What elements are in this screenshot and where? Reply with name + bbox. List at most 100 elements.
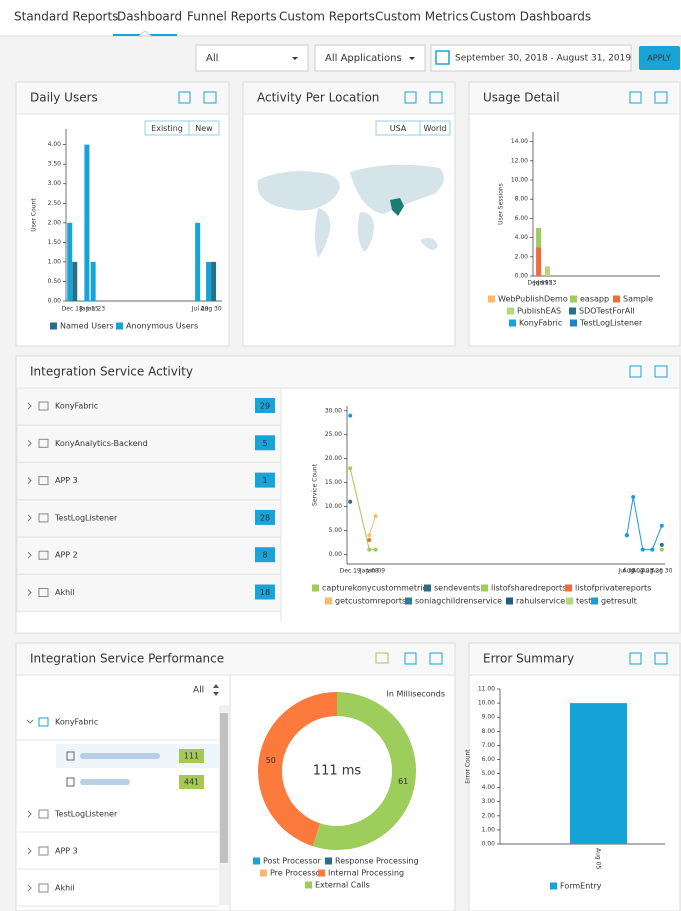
x-tick-label: Jan 23 xyxy=(85,306,105,313)
legend-swatch xyxy=(569,307,576,315)
folder-icon xyxy=(38,846,49,856)
toggle-button[interactable] xyxy=(419,120,451,136)
tree-node-name[interactable]: Akhil xyxy=(55,884,75,893)
chevron xyxy=(27,810,32,818)
y-tick-label: 1.00 xyxy=(482,826,496,833)
y-tick-label: 10.00 xyxy=(325,503,342,510)
legend-swatch xyxy=(507,307,514,315)
settings-icon[interactable] xyxy=(404,652,417,665)
legend-swatch xyxy=(509,319,516,327)
legend-swatch xyxy=(405,597,412,605)
chevron xyxy=(27,514,32,522)
settings-icon[interactable] xyxy=(629,365,642,378)
bar xyxy=(195,222,201,301)
y-tick-label: 1.50 xyxy=(48,239,62,246)
y-tick-label: 5.00 xyxy=(482,770,496,777)
service-count: 28 xyxy=(260,513,270,522)
chevron xyxy=(27,884,32,892)
apply-label[interactable]: APPLY xyxy=(647,54,671,63)
expand-icon[interactable] xyxy=(654,652,668,665)
nav-tab[interactable]: Standard Reports xyxy=(14,10,118,24)
toggle-label[interactable]: World xyxy=(424,124,447,133)
expand-icon[interactable] xyxy=(429,652,443,665)
panel-header xyxy=(16,356,680,388)
service-count: 5 xyxy=(262,439,267,448)
nav-tab[interactable]: Custom Metrics xyxy=(375,10,468,24)
service-row[interactable] xyxy=(16,574,282,612)
x-tick-label: Aug 02 xyxy=(623,568,644,575)
y-tick-label: 20.00 xyxy=(325,455,342,462)
legend-label: Internal Processing xyxy=(328,869,404,878)
expand-icon[interactable] xyxy=(203,91,217,104)
series-line xyxy=(349,468,370,550)
legend-label: capturekonycustommetrics xyxy=(322,584,431,593)
bar-segment xyxy=(536,228,542,248)
x-tick-label: Jan 15 xyxy=(533,280,553,287)
settings-icon[interactable] xyxy=(629,652,642,665)
y-tick-label: 1.00 xyxy=(48,258,62,265)
child-count: 441 xyxy=(184,778,199,787)
service-row[interactable] xyxy=(16,499,282,538)
nav-tab[interactable]: Custom Dashboards xyxy=(470,10,591,24)
folder-icon xyxy=(38,476,49,486)
applications-dropdown[interactable] xyxy=(314,44,426,72)
filter-icon[interactable] xyxy=(375,652,389,664)
nav-tab[interactable]: Dashboard xyxy=(117,10,182,24)
expand-icon[interactable] xyxy=(654,365,668,378)
nav-tab[interactable]: Custom Reports xyxy=(279,10,375,24)
legend-label: SDOTestForAll xyxy=(579,307,635,316)
platform-dropdown[interactable] xyxy=(195,44,309,72)
settings-icon[interactable] xyxy=(404,91,417,104)
caret xyxy=(292,57,298,60)
data-point xyxy=(659,523,664,528)
tree-node-name[interactable]: TestLogListener xyxy=(54,810,118,819)
panel-header xyxy=(243,82,455,114)
data-point xyxy=(367,547,372,552)
service-row[interactable] xyxy=(16,462,282,501)
settings-icon[interactable] xyxy=(178,91,191,104)
panel-title: Integration Service Activity xyxy=(30,365,193,379)
map-highlight xyxy=(390,198,404,216)
filter-label[interactable]: All xyxy=(193,686,204,696)
legend-label: Sample xyxy=(623,295,653,304)
folder-icon xyxy=(38,513,49,523)
expand-icon[interactable] xyxy=(654,91,668,104)
y-tick-label: 6.00 xyxy=(482,756,496,763)
nav-tab[interactable]: Funnel Reports xyxy=(187,10,277,24)
legend-label: Pre Processor xyxy=(270,869,325,878)
legend-swatch xyxy=(570,319,577,327)
bar-segment xyxy=(544,266,550,276)
toggle-label[interactable]: New xyxy=(195,124,213,133)
caret xyxy=(409,57,415,60)
legend-label: soniagchildrenservice xyxy=(415,597,502,606)
map-region xyxy=(315,208,331,258)
legend-label: getcustomreports xyxy=(335,597,406,606)
apply-button[interactable] xyxy=(639,46,680,70)
service-name: KonyFabric xyxy=(55,402,98,411)
bar xyxy=(84,144,90,301)
date-range-picker[interactable] xyxy=(430,44,632,72)
toggle-label[interactable]: USA xyxy=(390,124,407,133)
toggle-button[interactable] xyxy=(188,120,220,136)
data-point xyxy=(367,538,372,543)
service-row[interactable] xyxy=(16,424,282,463)
tree-node-name[interactable]: KonyFabric xyxy=(55,718,98,727)
legend-swatch xyxy=(570,295,577,303)
legend-swatch xyxy=(565,584,572,592)
folder-icon xyxy=(38,717,49,727)
tree-node-name[interactable]: APP 3 xyxy=(55,847,78,856)
expand-icon[interactable] xyxy=(429,91,443,104)
folder-icon xyxy=(38,401,49,411)
map-region xyxy=(420,238,438,250)
service-count: 1 xyxy=(262,476,267,485)
toggle-label[interactable]: Existing xyxy=(151,124,183,133)
chevron xyxy=(27,477,32,484)
settings-icon[interactable] xyxy=(629,91,642,104)
legend-swatch xyxy=(325,857,332,865)
legend-swatch xyxy=(318,869,325,877)
panel-title: Error Summary xyxy=(483,652,574,666)
legend-label: listofprivatereports xyxy=(575,584,651,593)
count-badge xyxy=(255,472,275,488)
